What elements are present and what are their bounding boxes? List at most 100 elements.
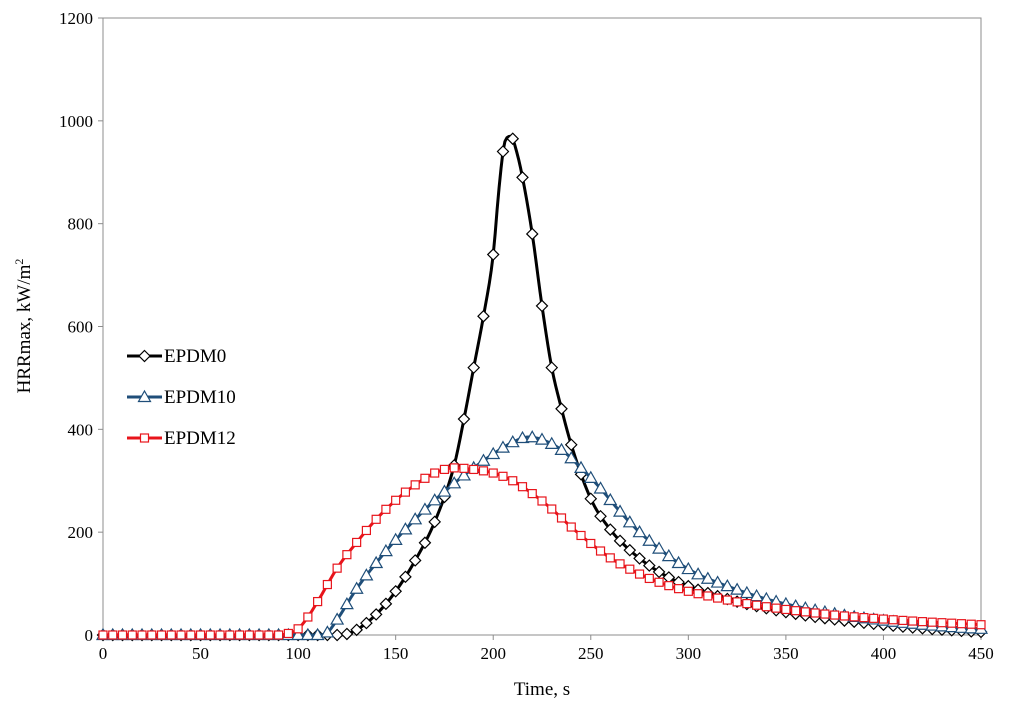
data-point-epdm12 [683,586,693,596]
data-point-epdm12 [927,617,937,627]
data-point-epdm10 [622,515,637,528]
data-point-epdm12 [859,613,869,623]
data-point-epdm0 [399,570,412,584]
data-point-epdm12 [878,614,889,624]
data-point-epdm10 [456,468,471,481]
data-point-epdm0 [330,628,344,642]
data-point-epdm0 [545,361,559,374]
x-tick-label: 400 [871,644,897,663]
data-point-epdm12 [186,630,196,640]
data-point-epdm12 [839,611,850,621]
data-point-epdm10 [378,543,393,557]
data-point-epdm12 [488,468,498,478]
data-point-epdm12 [459,463,469,473]
data-point-epdm12 [800,607,811,617]
data-point-epdm12 [391,495,401,505]
y-tick-label: 800 [68,215,94,234]
x-tick-label: 50 [192,644,209,663]
data-point-epdm12 [342,550,352,560]
data-point-epdm12 [274,630,284,640]
data-point-epdm10 [330,612,345,625]
series-line-epdm12 [103,466,982,637]
y-axis-title-superscript: 2 [12,259,26,265]
data-point-epdm10 [476,453,491,466]
data-point-epdm10 [691,567,706,580]
data-point-epdm10 [320,625,335,638]
data-point-epdm12 [498,471,508,481]
legend-marker-epdm10 [137,389,152,403]
data-point-epdm12 [605,553,615,563]
legend-label-epdm12: EPDM12 [164,428,236,449]
data-point-epdm12 [156,630,167,640]
data-point-epdm12 [771,603,781,613]
data-point-epdm10 [515,430,530,444]
data-point-epdm10 [681,561,696,575]
data-point-epdm10 [593,481,608,494]
data-point-epdm0 [340,627,354,641]
data-point-epdm10 [437,484,452,497]
data-point-epdm12 [654,577,664,587]
data-point-epdm0 [477,309,490,323]
data-point-epdm12 [547,504,557,514]
legend-label-epdm10: EPDM10 [164,387,236,408]
data-point-epdm0 [516,171,529,184]
data-point-epdm12 [888,615,898,625]
data-point-epdm12 [303,612,313,622]
axis-ticks [98,17,982,640]
data-point-epdm12 [98,630,108,640]
data-point-epdm0 [496,145,510,158]
x-tick-label: 100 [285,644,311,663]
data-point-epdm0 [350,623,363,637]
data-point-epdm12 [147,630,157,640]
data-point-epdm12 [361,525,371,536]
data-point-epdm12 [215,630,225,640]
data-point-epdm12 [371,514,381,524]
data-point-epdm12 [956,619,967,629]
data-point-epdm10 [427,493,442,506]
series-epdm10 [95,430,989,641]
data-point-epdm12 [908,616,918,626]
data-point-epdm10 [613,504,628,517]
data-point-epdm10 [310,627,325,641]
data-point-epdm10 [730,582,745,595]
data-point-epdm12 [449,463,459,473]
x-tick-label: 150 [383,644,409,663]
legend-item-epdm10: EPDM10 [127,387,236,408]
data-point-epdm10 [359,568,374,581]
data-point-epdm12 [937,618,947,628]
data-point-epdm12 [712,593,723,603]
data-point-epdm0 [389,584,403,598]
data-point-epdm12 [195,630,206,640]
data-point-epdm12 [381,504,391,514]
data-point-epdm0 [506,132,520,146]
legend: EPDM0 EPDM10 EPDM12 [127,346,236,449]
legend-marker-epdm0 [138,349,151,363]
data-point-epdm10 [710,575,725,588]
data-point-epdm12 [127,630,137,640]
data-point-epdm12 [537,496,547,506]
data-point-epdm12 [576,530,586,541]
data-point-epdm12 [117,630,128,640]
legend-item-epdm0: EPDM0 [127,346,226,367]
data-point-epdm10 [534,432,550,445]
data-point-epdm12 [244,630,254,640]
y-tick-label: 600 [68,318,94,337]
data-point-epdm12 [283,628,293,639]
data-point-epdm10 [300,627,315,641]
y-axis-title-main: HRRmax, kW/m [14,264,35,393]
data-point-epdm0 [584,492,598,506]
data-point-epdm12 [420,473,430,483]
x-tick-labels: 0 50 100 150 200 250 300 350 400 450 [99,644,994,663]
data-point-epdm10 [720,578,735,592]
data-point-epdm10 [417,502,432,515]
data-point-epdm12 [556,513,567,523]
data-point-epdm0 [633,552,646,565]
data-point-epdm12 [625,564,635,574]
data-point-epdm12 [869,613,879,623]
legend-item-epdm12: EPDM12 [127,428,236,449]
data-point-epdm0 [564,438,578,452]
data-point-epdm12 [947,618,957,628]
data-point-epdm12 [410,480,420,490]
data-point-epdm0 [360,616,373,630]
data-point-epdm12 [732,597,742,607]
